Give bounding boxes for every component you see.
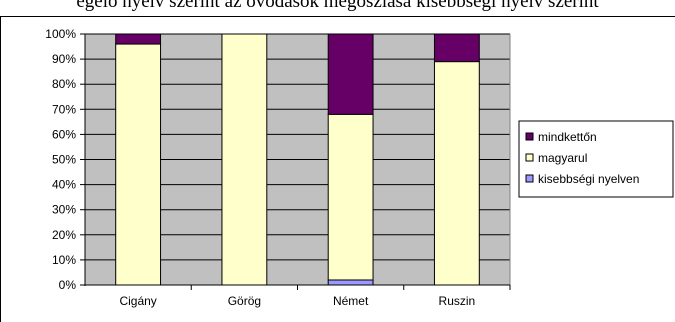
legend-label: magyarul — [538, 151, 587, 165]
bar-segment — [433, 33, 480, 63]
legend: mindkettőn magyarul kisebbségi nyelven — [518, 120, 674, 198]
y-tick-label: 0% — [59, 278, 77, 292]
bar-segment — [327, 279, 374, 286]
y-tick-label: 20% — [52, 228, 76, 242]
y-tick-label: 10% — [52, 253, 76, 267]
x-tick-label: Ruszin — [439, 294, 476, 308]
x-tick-label: Görög — [228, 294, 261, 308]
legend-label: mindkettőn — [538, 130, 597, 144]
y-tick-label: 60% — [52, 127, 76, 141]
y-tick-label: 90% — [52, 52, 76, 66]
y-tick-label: 80% — [52, 77, 76, 91]
y-tick-label: 70% — [52, 102, 76, 116]
bar-segment — [327, 33, 374, 115]
frame-top-line — [0, 16, 675, 17]
x-axis: Cigány Görög Német Ruszin — [80, 284, 511, 308]
y-axis: 0% 10% 20% 30% 40% 50% 60% 70% 80% 90% 100% — [45, 27, 86, 292]
x-tick-label: Cigány — [119, 294, 156, 308]
bar-segment — [433, 61, 480, 286]
frame-left-line — [0, 16, 1, 322]
bar-segment — [115, 33, 162, 45]
legend-swatch — [525, 174, 534, 183]
bar-segment — [221, 33, 268, 286]
legend-box — [518, 120, 674, 198]
legend-swatch — [525, 132, 534, 141]
bar-segment — [327, 113, 374, 281]
y-tick-label: 100% — [45, 27, 76, 41]
y-tick-label: 40% — [52, 178, 76, 192]
x-tick-label: Német — [333, 294, 369, 308]
bar-segment — [115, 43, 162, 286]
y-tick-label: 50% — [52, 153, 76, 167]
legend-label: kisebbségi nyelven — [538, 172, 639, 186]
caption-text: egelő nyelv szerint az óvodások megoszlá… — [76, 0, 599, 12]
legend-swatch — [525, 153, 534, 162]
bars — [115, 33, 480, 286]
y-tick-label: 30% — [52, 203, 76, 217]
